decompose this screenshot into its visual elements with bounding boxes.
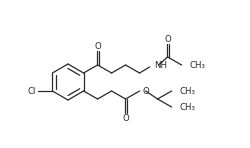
Text: CH₃: CH₃ xyxy=(190,61,206,70)
Text: Cl: Cl xyxy=(27,86,36,95)
Text: O: O xyxy=(164,34,171,44)
Text: CH₃: CH₃ xyxy=(180,103,196,111)
Text: O: O xyxy=(94,41,101,50)
Text: CH₃: CH₃ xyxy=(180,86,196,95)
Text: O: O xyxy=(142,86,149,95)
Text: NH: NH xyxy=(154,61,168,70)
Text: O: O xyxy=(122,114,129,123)
